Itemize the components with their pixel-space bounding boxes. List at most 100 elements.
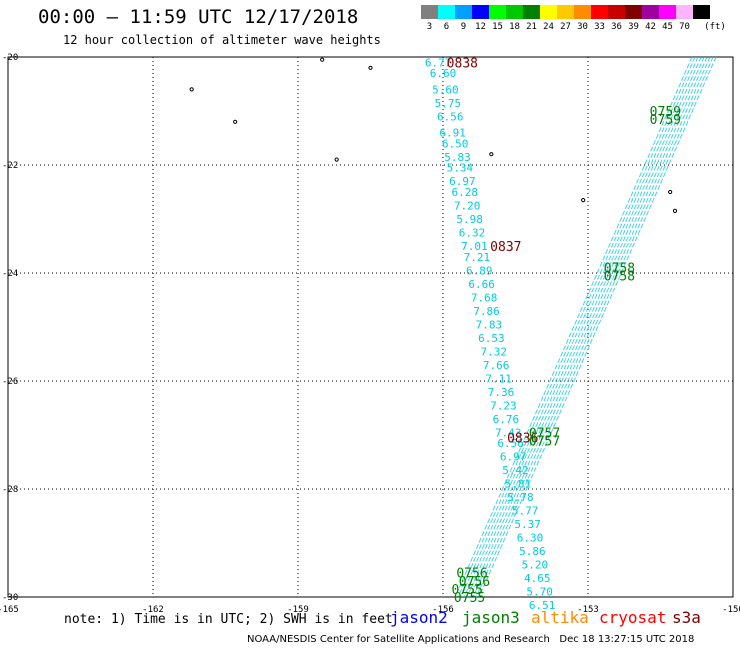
colorbar-label: 36 <box>611 22 622 32</box>
swh-label: 6.97 <box>500 451 527 464</box>
swh-label: 6.97 <box>449 175 476 188</box>
track-line <box>469 56 708 598</box>
satellite-cryosat: cryosat <box>599 608 667 627</box>
swh-label: 5.70 <box>526 586 553 599</box>
island-marker <box>320 57 325 62</box>
x-tick-label: -159 <box>287 605 309 615</box>
colorbar-swatch <box>608 5 625 19</box>
swh-label: 6.50 <box>442 137 469 150</box>
track-line <box>475 56 714 598</box>
track-line <box>472 56 711 598</box>
swh-label: 6.51 <box>529 599 556 612</box>
swh-label: 6.56 <box>497 437 524 450</box>
swh-label: 5.83 <box>444 151 471 164</box>
time-label: 0838 <box>447 56 478 71</box>
swh-label: 5.81 <box>505 478 532 491</box>
swh-label: 5.77 <box>512 505 539 518</box>
swh-label: 6.30 <box>517 532 544 545</box>
swh-label: 7.20 <box>454 200 481 213</box>
colorbar-label: 39 <box>628 22 639 32</box>
swh-label: 5.98 <box>456 213 483 226</box>
time-label: 0758 <box>604 270 635 285</box>
swh-label: 7.21 <box>464 251 491 264</box>
track-line <box>457 56 696 598</box>
page-title: 00:00 – 11:59 UTC 12/17/2018 <box>38 6 359 28</box>
swh-label: 5.60 <box>432 83 459 96</box>
plot-frame <box>7 56 734 598</box>
swh-label: 5.20 <box>522 559 549 572</box>
colorbar-unit: (ft) <box>704 22 726 32</box>
time-label: 0757 <box>529 434 560 449</box>
y-tick-label: -26 <box>2 377 18 387</box>
swh-label: 5.37 <box>514 518 541 531</box>
colorbar-swatch <box>557 5 574 19</box>
track-line <box>460 56 699 598</box>
colorbar-label: 70 <box>679 22 690 32</box>
colorbar-label: 15 <box>492 22 503 32</box>
time-label: 0756 <box>459 575 490 590</box>
swh-label: 5.75 <box>435 97 462 110</box>
colorbar-swatch <box>472 5 489 19</box>
island-marker <box>668 189 673 195</box>
time-label: 0756 <box>456 567 487 582</box>
colorbar-swatch <box>574 5 591 19</box>
footnote: note: 1) Time is in UTC; 2) SWH is in fe… <box>64 612 393 627</box>
swh-label: 7.36 <box>488 386 515 399</box>
time-label: 0759 <box>650 105 681 120</box>
swh-label: 7.11 <box>485 372 512 385</box>
track-line <box>466 56 705 598</box>
swh-label: 7.23 <box>490 399 517 412</box>
x-tick-label: -150 <box>722 605 740 615</box>
colorbar-swatch <box>421 5 438 19</box>
colorbar-swatch <box>625 5 642 19</box>
satellite-jason3: jason3 <box>462 608 520 627</box>
satellite-altika: altika <box>531 608 589 627</box>
island-marker <box>233 119 238 124</box>
swh-label: 7.68 <box>471 291 498 304</box>
satellite-s3a: s3a <box>672 608 701 627</box>
y-tick-label: -30 <box>2 593 18 603</box>
swh-label: 7.86 <box>473 305 500 318</box>
time-label: 0757 <box>529 426 560 441</box>
x-tick-label: -162 <box>142 605 164 615</box>
swh-label: 6.32 <box>459 227 486 240</box>
time-label: 0836 <box>507 432 538 447</box>
colorbar-label: 30 <box>577 22 588 32</box>
colorbar-swatch <box>438 5 455 19</box>
colorbar-label: 3 <box>426 22 433 32</box>
credit-line: NOAA/NESDIS Center for Satellite Applica… <box>247 634 695 645</box>
colorbar-swatch <box>591 5 608 19</box>
colorbar-label: 18 <box>509 22 520 32</box>
x-tick-label: -165 <box>0 605 19 615</box>
swh-label: 6.77 <box>425 56 452 69</box>
swh-label: 6.91 <box>439 127 466 140</box>
swh-label: 5.42 <box>502 464 529 477</box>
x-tick-label: -156 <box>432 605 454 615</box>
swh-label: 6.89 <box>466 264 493 277</box>
swh-label: 5.78 <box>507 491 534 504</box>
time-label: 0837 <box>490 240 521 255</box>
swh-label: 5.34 <box>447 162 474 175</box>
island-marker <box>189 87 194 92</box>
page-subtitle: 12 hour collection of altimeter wave hei… <box>63 33 381 47</box>
island-marker <box>334 157 339 162</box>
colorbar-label: 45 <box>662 22 673 32</box>
y-tick-label: -28 <box>2 485 18 495</box>
colorbar-swatch <box>523 5 540 19</box>
colorbar-swatch <box>506 5 523 19</box>
time-label: 0758 <box>604 262 635 277</box>
island-marker <box>489 152 494 157</box>
x-tick-label: -153 <box>577 605 599 615</box>
time-label: 0755 <box>454 591 485 606</box>
colorbar-swatch <box>540 5 557 19</box>
track-line <box>454 56 693 598</box>
colorbar-swatch <box>659 5 676 19</box>
track-line <box>478 56 717 598</box>
colorbar-label: 6 <box>443 22 450 32</box>
swh-label: 7.66 <box>483 359 510 372</box>
swh-label: 6.66 <box>468 278 495 291</box>
island-marker <box>581 198 586 203</box>
colorbar-swatch <box>642 5 659 19</box>
satellite-jason2: jason2 <box>390 608 448 627</box>
